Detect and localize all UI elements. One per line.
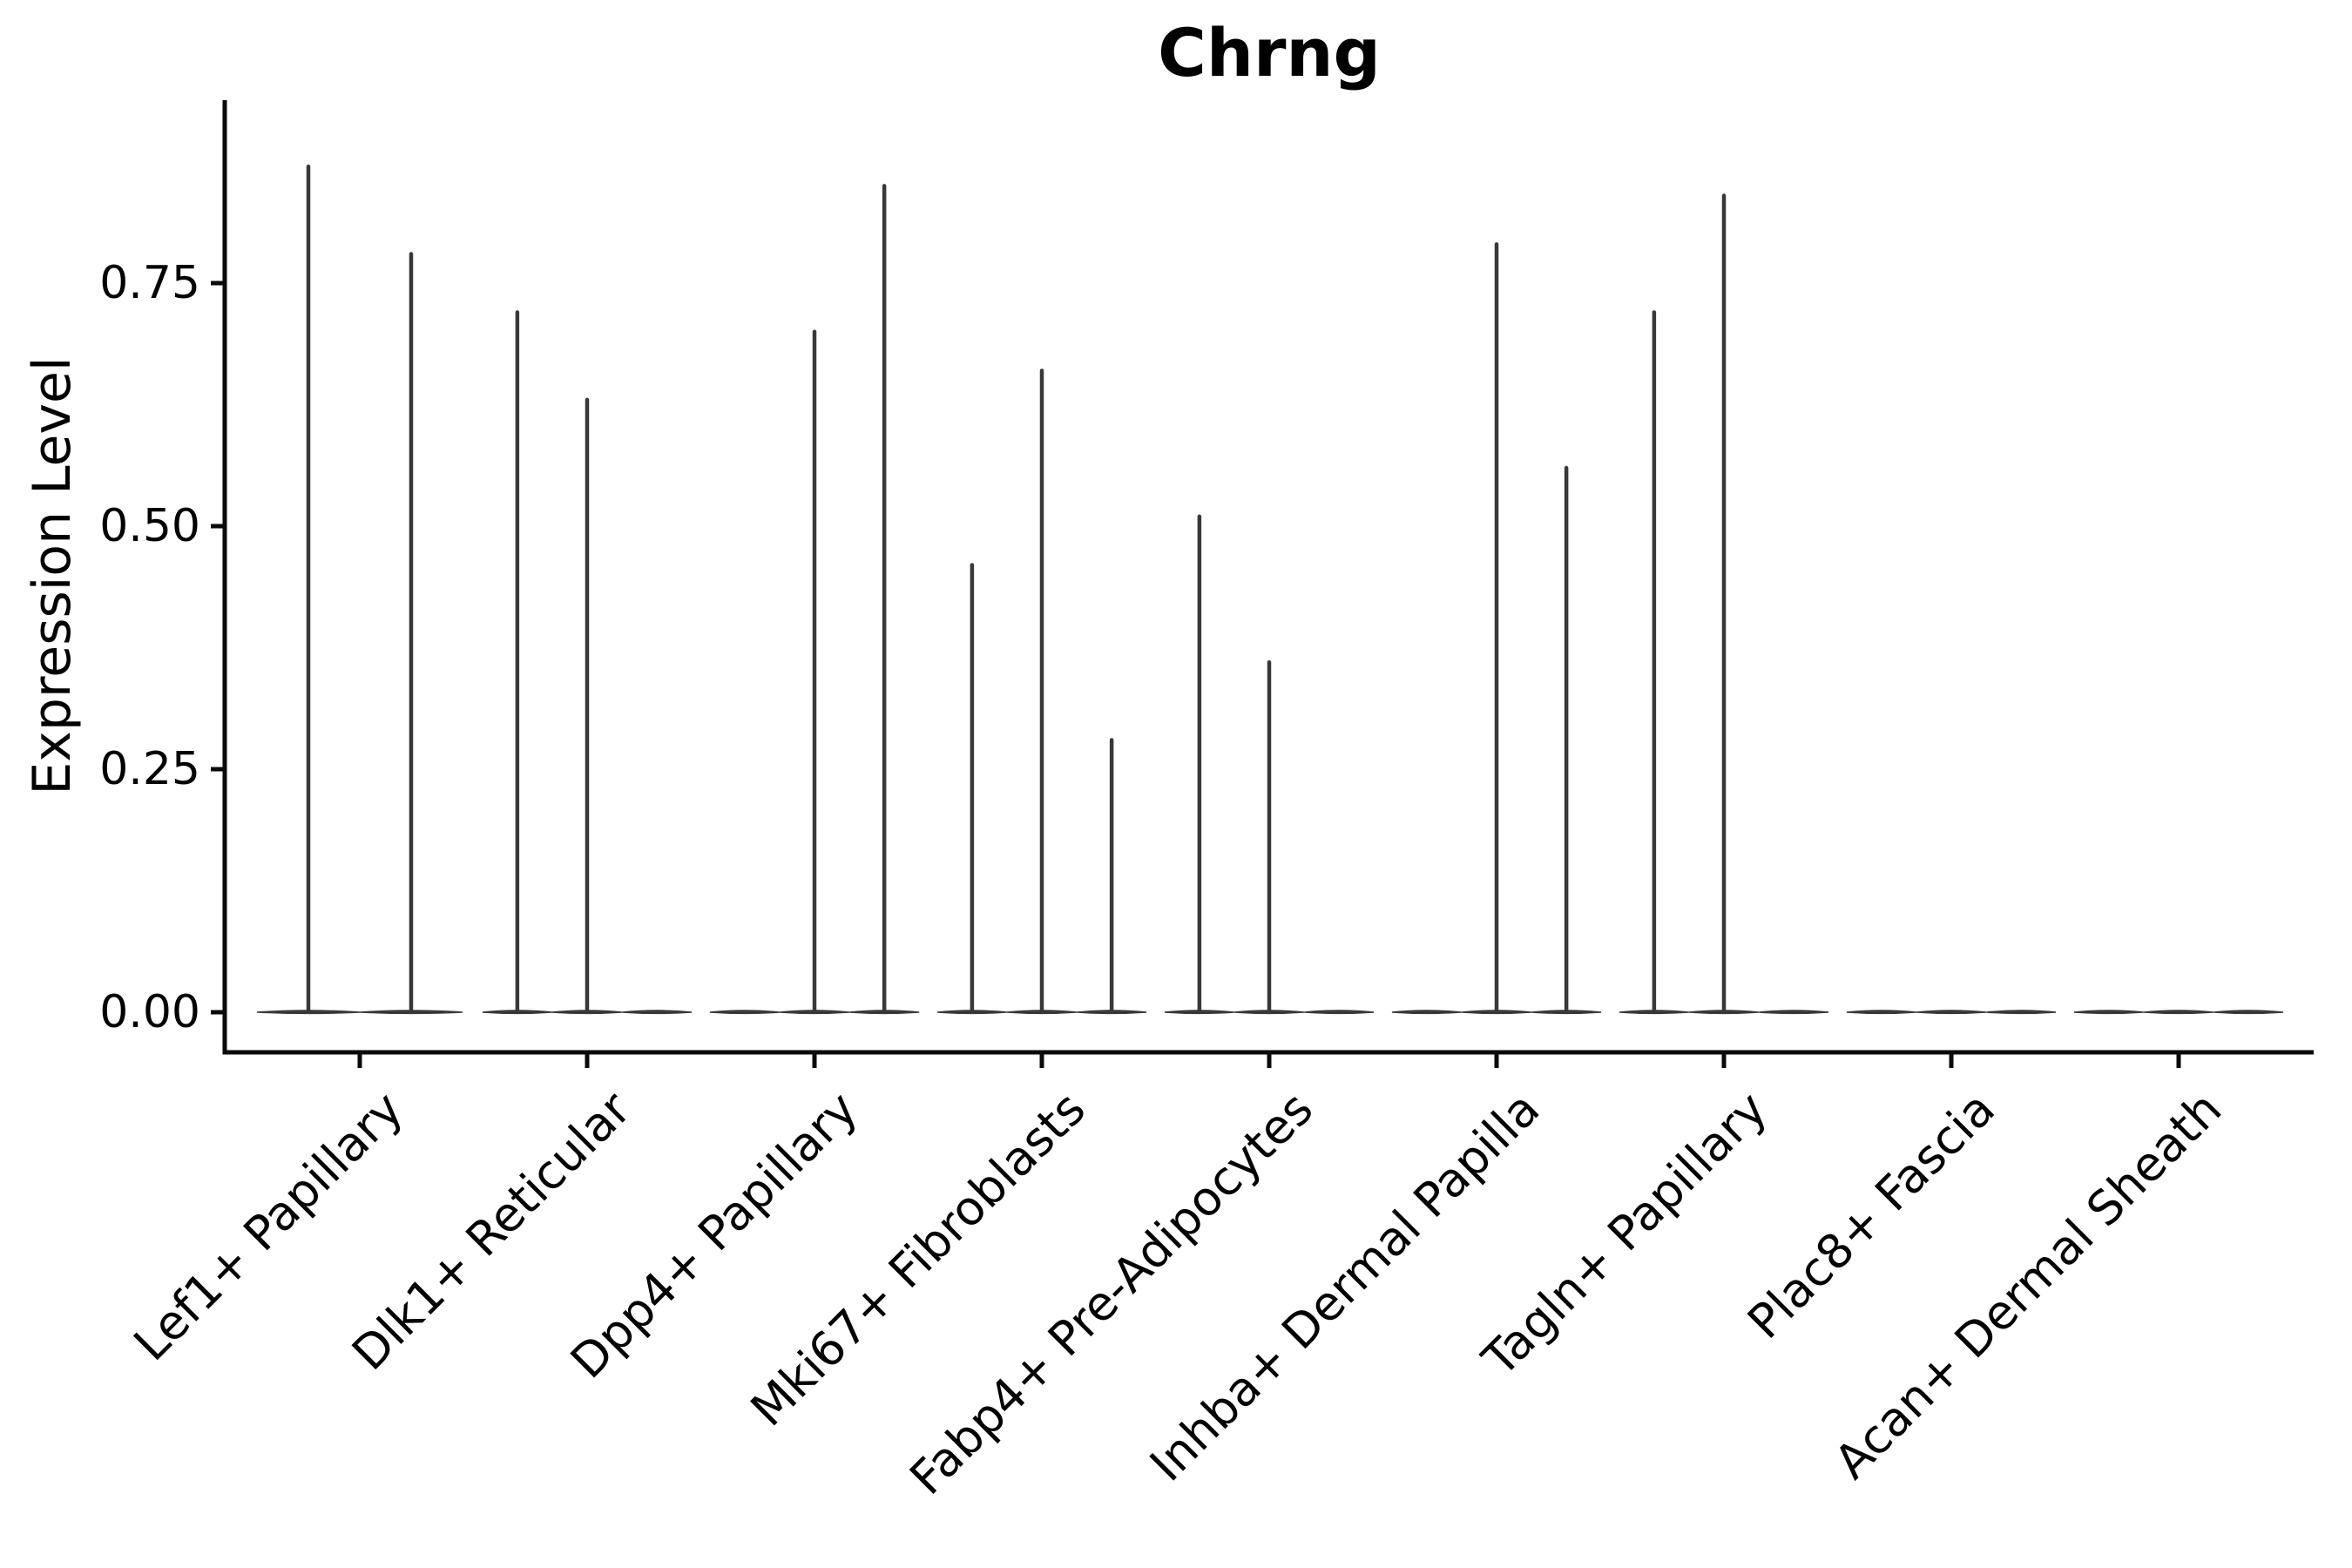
violin-base (2073, 1010, 2144, 1015)
violin-base (709, 1010, 780, 1015)
violin-base (1916, 1010, 1987, 1015)
y-tick-label: 0.75 (99, 257, 200, 309)
violin-base (1759, 1010, 1829, 1015)
violin-base (2143, 1010, 2214, 1015)
violin-base (1391, 1010, 1462, 1015)
violin-base (622, 1010, 693, 1015)
y-axis-label: Expression Level (22, 356, 83, 795)
y-tick-label: 0.00 (99, 986, 200, 1038)
chart-title: Chrng (1158, 14, 1381, 91)
violin-base (1986, 1010, 2057, 1015)
y-tick-label: 0.25 (99, 743, 200, 795)
violin-base (1304, 1010, 1375, 1015)
y-tick-label: 0.50 (99, 500, 200, 552)
violin-base (1846, 1010, 1916, 1015)
violin-base (2213, 1010, 2284, 1015)
